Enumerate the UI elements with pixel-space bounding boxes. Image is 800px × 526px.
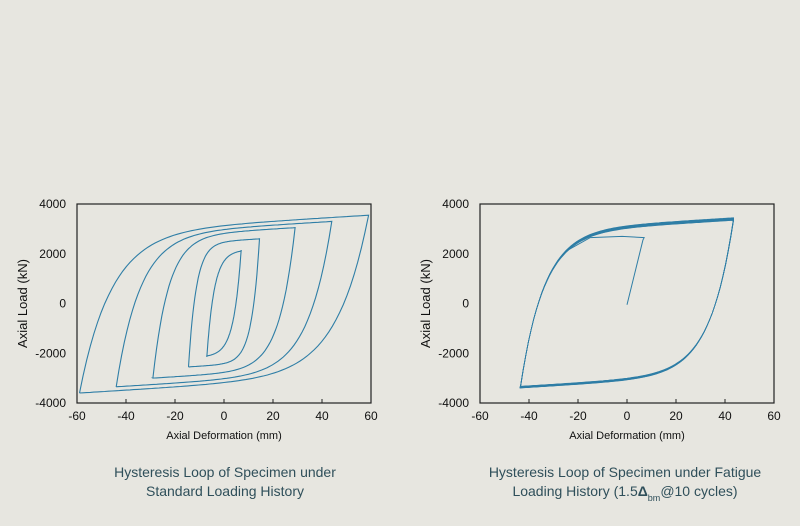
caption-left-line2: Standard Loading History (146, 483, 304, 499)
hysteresis-loop (150, 226, 296, 379)
x-tick-label: 40 (718, 409, 732, 423)
caption-right-line1: Hysteresis Loop of Specimen under Fatigu… (488, 464, 762, 480)
caption-text: @10 cycles) (660, 483, 738, 499)
y-tick-label: -2000 (35, 346, 66, 360)
x-tick-label: 0 (624, 409, 631, 423)
hysteresis-loop (78, 214, 370, 394)
y-tick-label: -4000 (35, 396, 66, 410)
y-tick-label: 2000 (442, 247, 469, 261)
x-tick-label: 20 (266, 409, 280, 423)
x-tick-label: 20 (669, 409, 683, 423)
initial-loading-path (565, 235, 645, 305)
x-tick-label: 0 (221, 409, 228, 423)
hysteresis-loop (206, 249, 242, 358)
x-tick-label: -60 (68, 409, 86, 423)
x-tick-label: 40 (315, 409, 329, 423)
x-axis-label: Axial Deformation (mm) (569, 430, 685, 442)
y-tick-label: -4000 (438, 396, 469, 410)
caption-text: Loading History (1.5 (512, 483, 638, 499)
hysteresis-loop (187, 238, 261, 368)
y-tick-label: 2000 (39, 247, 66, 261)
y-tick-label: 0 (59, 297, 66, 311)
x-axis-label: Axial Deformation (mm) (166, 430, 282, 442)
caption-left: Hysteresis Loop of Specimen under Standa… (60, 463, 390, 501)
x-tick-label: -20 (166, 409, 184, 423)
chart-1: -60 -40 -20 0 20 40 60 -4000 -2000 0 2000 4000 Axial… (15, 197, 378, 442)
y-axis-label: Axial Load (kN) (418, 259, 433, 348)
hysteresis-loop (115, 220, 333, 388)
subscript: bm (647, 493, 661, 503)
y-tick-label: -2000 (438, 346, 469, 360)
caption-right-line2: Loading History (1.5Δbm@10 cycles) (455, 482, 795, 508)
y-tick-label: 4000 (39, 197, 66, 211)
hysteresis-loop (520, 220, 735, 387)
delta-symbol: Δ (637, 483, 648, 499)
x-tick-label: -40 (520, 409, 538, 423)
y-tick-label: 0 (462, 297, 469, 311)
x-tick-label: 60 (364, 409, 378, 423)
y-axis-label: Axial Load (kN) (15, 259, 30, 348)
caption-left-line1: Hysteresis Loop of Specimen under (114, 464, 336, 480)
x-tick-label: 60 (767, 409, 781, 423)
x-tick-label: -40 (117, 409, 135, 423)
y-tick-label: 4000 (442, 197, 469, 211)
x-tick-label: -60 (471, 409, 489, 423)
chart-2: -60 -40 -20 0 20 40 60 -4000 -2000 0 2000 4000 Axial… (418, 197, 781, 442)
x-tick-label: -20 (569, 409, 587, 423)
caption-right: Hysteresis Loop of Specimen under Fatigu… (455, 463, 795, 508)
